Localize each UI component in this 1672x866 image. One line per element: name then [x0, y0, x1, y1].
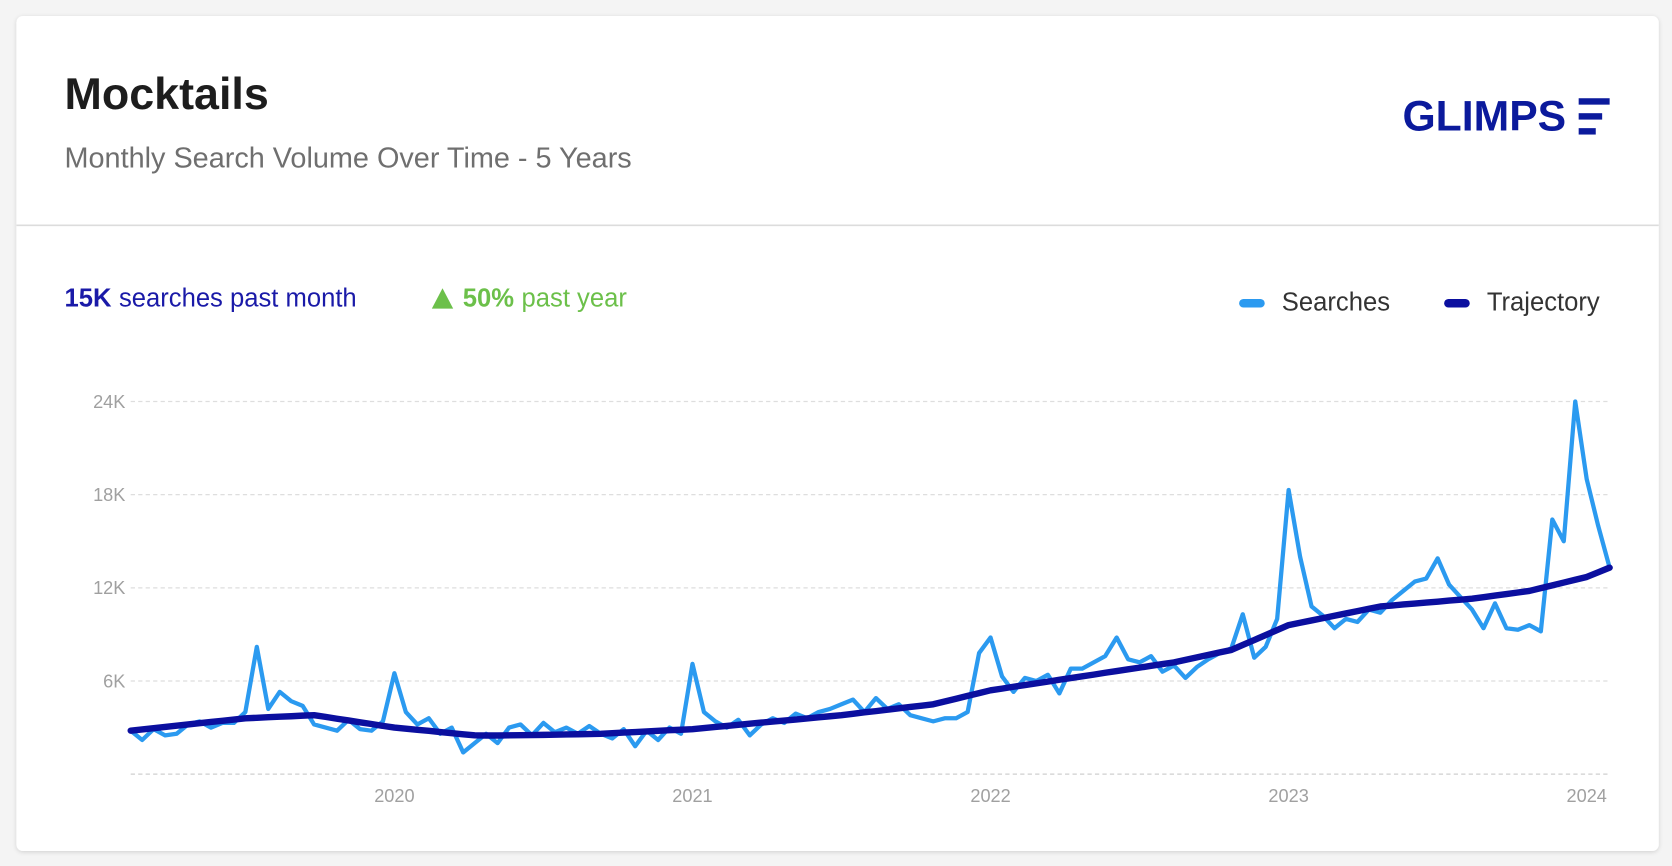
- stat-growth: 50% past year: [463, 284, 628, 312]
- x-tick-label: 2023: [1268, 786, 1308, 806]
- x-tick-label: 2024: [1567, 786, 1607, 806]
- stat-searches: 15K searches past month: [65, 284, 357, 312]
- x-tick-label: 2020: [374, 786, 414, 806]
- stat-value: 50%: [463, 284, 514, 312]
- logo-bar: [1578, 98, 1610, 105]
- y-tick-label: 24K: [93, 392, 125, 412]
- title: Mocktails: [65, 68, 269, 119]
- legend-label: Trajectory: [1487, 289, 1600, 317]
- up-arrow: [431, 288, 454, 309]
- series-line: [127, 564, 1613, 739]
- logo-text: GLIMPS: [1402, 92, 1566, 140]
- y-tick-label: 18K: [93, 485, 125, 505]
- legend-marker: [1444, 298, 1470, 308]
- subtitle: Monthly Search Volume Over Time - 5 Year…: [65, 143, 632, 175]
- logo-bar: [1578, 113, 1603, 120]
- stat-value: 15K: [65, 284, 112, 312]
- stat-text: past year: [522, 284, 628, 312]
- stat-text: searches past month: [119, 284, 357, 312]
- x-tick-label: 2022: [970, 786, 1010, 806]
- card: [16, 16, 1659, 852]
- y-tick-label: 12K: [93, 578, 125, 598]
- logo: GLIMPS: [1402, 92, 1610, 140]
- legend-label: Searches: [1282, 289, 1390, 317]
- legend-marker: [1239, 298, 1265, 308]
- x-tick-label: 2021: [672, 786, 712, 806]
- y-tick-label: 6K: [103, 671, 125, 691]
- logo-bar: [1578, 128, 1596, 135]
